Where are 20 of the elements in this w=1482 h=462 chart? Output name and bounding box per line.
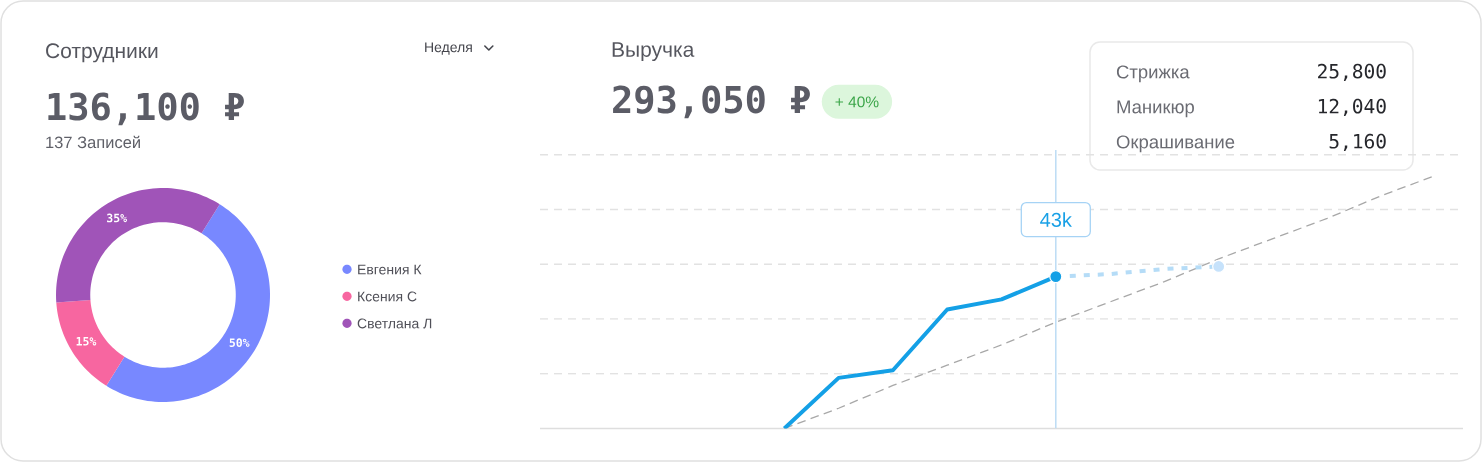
chart-subtitle: 293,050 ₽	[613, 85, 810, 119]
data-label: 35%	[107, 213, 128, 223]
annotation: 43k	[1040, 212, 1072, 227]
text: Окрашивание	[1116, 135, 1235, 153]
text: 5,160	[1329, 133, 1386, 152]
text: 25,800	[1318, 63, 1386, 82]
text: 12,040	[1318, 98, 1386, 117]
text: + 40%	[835, 96, 879, 108]
text: Стрижка	[1116, 65, 1190, 83]
data-label: 50%	[229, 338, 250, 347]
chart-title: Выручка	[612, 42, 695, 62]
text: Маникюр	[1117, 100, 1194, 118]
chart-title: Сотрудники	[46, 43, 158, 63]
text: 137 Записей	[46, 135, 140, 149]
text: Неделя	[425, 42, 472, 55]
legend-label: Светлана Л	[357, 318, 432, 329]
data-label: 15%	[76, 337, 97, 346]
legend-label: Евгения К	[358, 264, 422, 275]
chart-subtitle: 136,100 ₽	[48, 92, 244, 126]
legend-label: Ксения С	[358, 291, 417, 302]
